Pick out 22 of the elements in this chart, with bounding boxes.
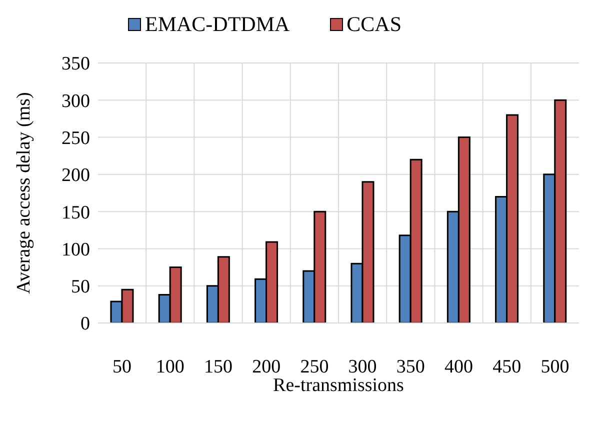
x-tick-label: 450 [492, 356, 522, 378]
y-tick-label: 100 [62, 239, 90, 260]
y-tick-label: 0 [80, 314, 90, 335]
y-axis-title: Average access delay (ms) [14, 92, 35, 294]
y-tick-label: 300 [62, 90, 90, 112]
x-tick-label: 500 [540, 356, 570, 378]
y-tick-label: 250 [62, 128, 90, 150]
x-tick-label: 150 [204, 356, 232, 378]
x-tick-label: 350 [396, 356, 425, 378]
x-axis-title: Re-transmissions [273, 375, 404, 396]
x-tick-label: 100 [156, 356, 184, 378]
x-tick-label: 200 [252, 356, 281, 378]
legend-label: CCAS [346, 12, 402, 37]
y-tick-label: 50 [71, 276, 90, 298]
y-tick-label: 350 [62, 54, 90, 75]
x-tick-label: 300 [348, 356, 377, 378]
legend-label: EMAC-DTDMA [145, 12, 290, 37]
y-tick-label: 150 [62, 202, 90, 224]
y-tick-label: 200 [62, 165, 90, 186]
x-tick-label: 50 [112, 356, 132, 378]
x-tick-label: 250 [300, 356, 329, 378]
x-tick-label: 400 [444, 356, 473, 378]
